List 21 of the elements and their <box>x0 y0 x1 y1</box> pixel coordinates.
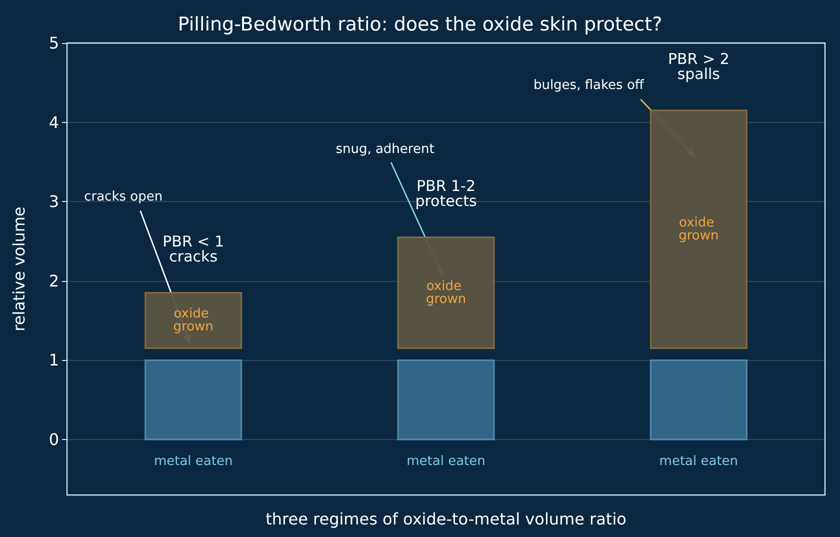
annotation: cracks open <box>84 189 163 204</box>
series-label: oxide grown <box>173 306 214 335</box>
y-tick-label: 5 <box>48 34 59 52</box>
y-tick-label: 0 <box>48 430 59 449</box>
y-axis-title: relative volume <box>10 206 28 332</box>
annotation: bulges, flakes off <box>533 78 645 93</box>
annotation: PBR > 2 spalls <box>668 50 730 83</box>
series-label: metal eaten <box>154 454 233 470</box>
text: metal eaten <box>659 454 738 470</box>
chart-title: Pilling-Bedworth ratio: does the oxide skin protect? <box>178 14 662 36</box>
text: metal eaten <box>406 454 486 470</box>
x-axis-title: three regimes of oxide-to-metal volume ratio <box>266 510 626 528</box>
y-tick-label: 2 <box>48 271 59 290</box>
annotation: PBR 1-2 protects <box>415 176 477 210</box>
text: oxide grown <box>678 215 719 244</box>
text: oxide grown <box>426 278 466 307</box>
y-tick-label: 3 <box>48 192 59 212</box>
y-tick-label: 1 <box>48 350 59 370</box>
y-tick-label: 4 <box>48 112 59 132</box>
annotation: snug, adherent <box>336 142 434 157</box>
annotation: PBR < 1 cracks <box>162 232 224 266</box>
